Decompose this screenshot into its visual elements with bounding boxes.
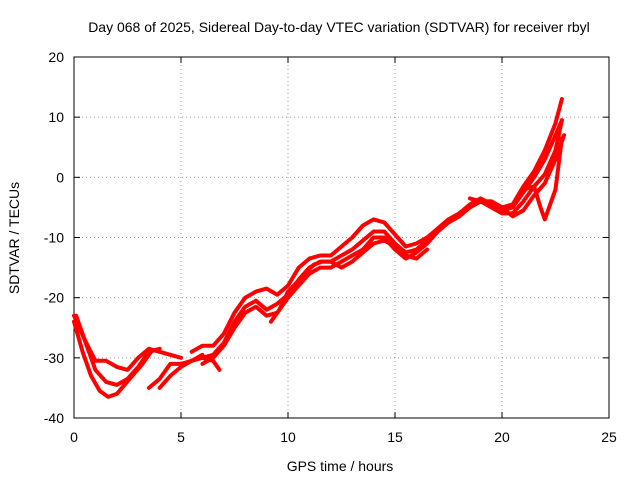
y-tick-label: 20 (48, 49, 64, 65)
series-track-9 (268, 238, 430, 324)
series-track-10 (467, 133, 567, 219)
y-tick-label: -20 (44, 290, 64, 306)
series-track-6 (189, 97, 564, 354)
x-tick-label: 0 (70, 429, 78, 445)
y-tick-label: -10 (44, 230, 64, 246)
series-track-11 (510, 136, 564, 222)
axis-ticks: 0 5 10 15 20 25 -40 -30 -20 -10 0 10 20 (44, 49, 617, 445)
x-tick-label: 25 (601, 429, 617, 445)
series-track-1 (72, 313, 183, 372)
y-tick-label: -30 (44, 350, 64, 366)
y-tick-label: 0 (56, 169, 64, 185)
series-track-8 (200, 118, 564, 366)
chart-title: Day 068 of 2025, Sidereal Day-to-day VTE… (88, 19, 590, 35)
x-tick-label: 20 (494, 429, 510, 445)
y-tick-label: -40 (44, 410, 64, 426)
x-tick-label: 15 (387, 429, 403, 445)
series-track-3 (74, 313, 162, 387)
grid-layer (74, 57, 609, 418)
series-layer (72, 97, 567, 399)
y-tick-label: 10 (48, 109, 64, 125)
x-axis-label: GPS time / hours (287, 458, 394, 474)
series-track-5 (157, 352, 205, 390)
y-axis-label: SDTVAR / TECUs (6, 182, 22, 294)
x-tick-label: 10 (280, 429, 296, 445)
x-tick-label: 5 (177, 429, 185, 445)
